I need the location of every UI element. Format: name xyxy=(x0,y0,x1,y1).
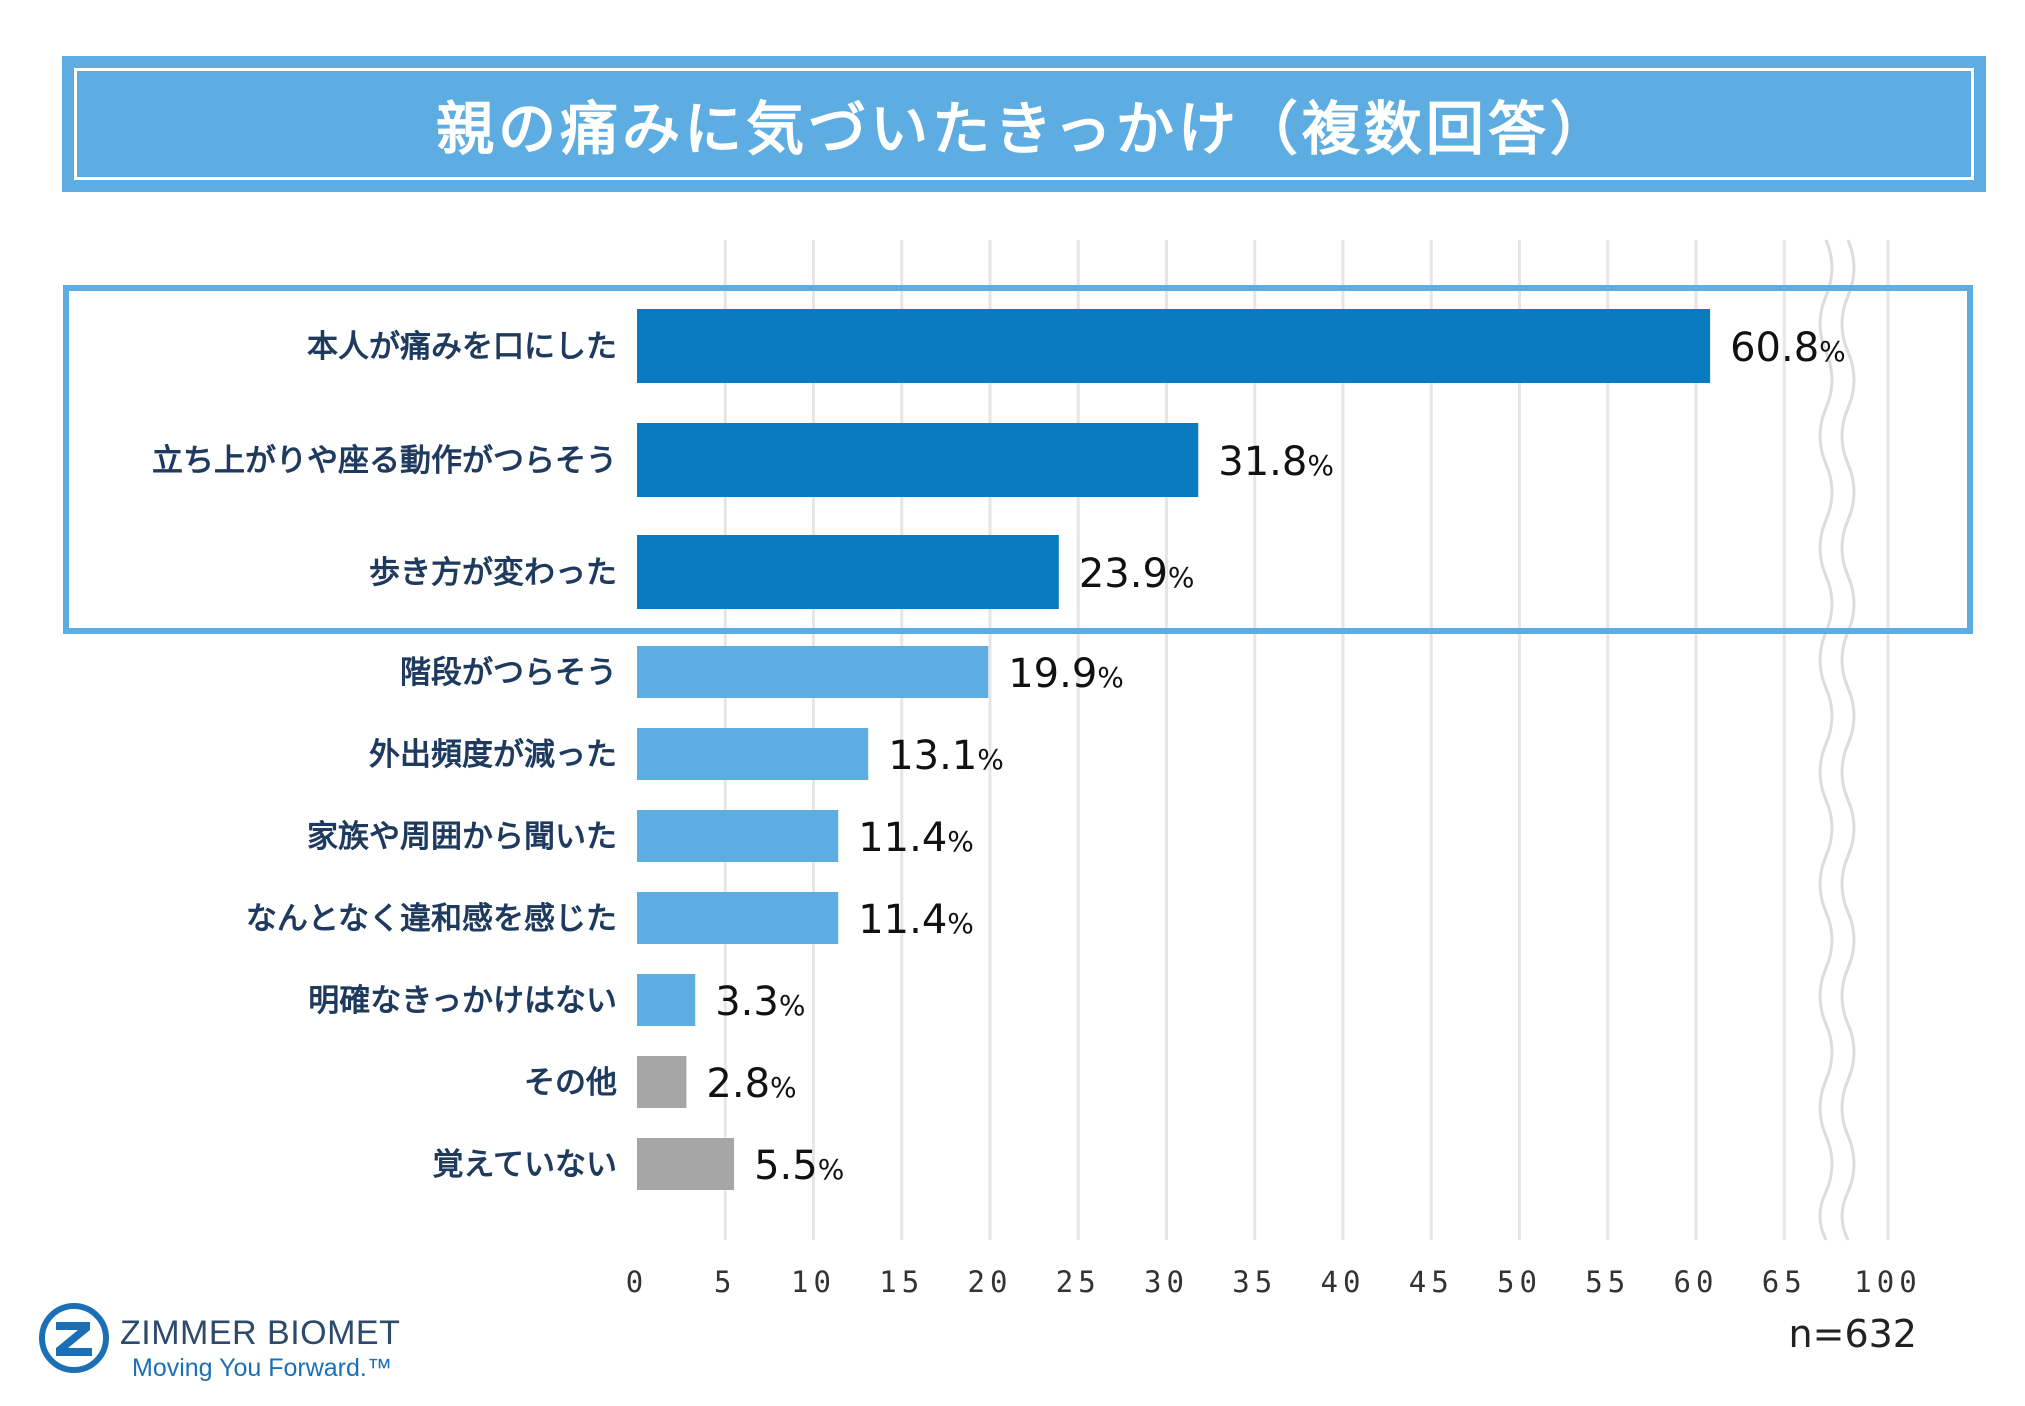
x-tick-50: 50 xyxy=(1497,1265,1542,1299)
value-label-9: 5.5% xyxy=(754,1143,844,1189)
value-unit-6: % xyxy=(947,907,974,940)
chart-title: 親の痛みに気づいたきっかけ（複数回答） xyxy=(436,95,1612,163)
category-label-6: なんとなく違和感を感じた xyxy=(246,901,617,937)
category-label-2: 歩き方が変わった xyxy=(369,555,617,591)
value-label-8: 2.8% xyxy=(706,1061,796,1107)
category-label-9: 覚えていない xyxy=(433,1147,617,1183)
bar-2 xyxy=(637,535,1059,609)
x-tick-20: 20 xyxy=(968,1265,1013,1299)
brand-name: ZIMMER BIOMET xyxy=(120,1314,401,1352)
x-tick-55: 55 xyxy=(1585,1265,1630,1299)
category-label-7: 明確なきっかけはない xyxy=(308,983,617,1019)
x-tick-10: 10 xyxy=(791,1265,836,1299)
value-unit-8: % xyxy=(770,1071,797,1104)
bar-7 xyxy=(637,974,696,1026)
x-tick-65: 65 xyxy=(1762,1265,1807,1299)
value-unit-4: % xyxy=(977,743,1004,776)
value-unit-0: % xyxy=(1819,335,1846,368)
value-unit-5: % xyxy=(947,825,974,858)
category-label-4: 外出頻度が減った xyxy=(369,737,617,773)
bar-8 xyxy=(637,1056,687,1108)
bar-1 xyxy=(637,423,1199,497)
x-tick-0: 0 xyxy=(626,1265,648,1299)
bar-6 xyxy=(637,892,839,944)
value-label-3: 19.9% xyxy=(1008,651,1124,697)
value-unit-3: % xyxy=(1097,661,1124,694)
bar-9 xyxy=(637,1138,735,1190)
brand-logo: ZIMMER BIOMET Moving You Forward.™ xyxy=(38,1300,418,1390)
category-label-0: 本人が痛みを口にした xyxy=(307,329,617,365)
category-label-1: 立ち上がりや座る動作がつらそう xyxy=(152,443,617,479)
x-tick-30: 30 xyxy=(1144,1265,1189,1299)
bar-0 xyxy=(637,309,1711,383)
value-label-6: 11.4% xyxy=(858,897,974,943)
x-tick-25: 25 xyxy=(1056,1265,1101,1299)
highlight-frame xyxy=(63,285,1973,634)
value-unit-7: % xyxy=(779,989,806,1022)
x-tick-40: 40 xyxy=(1321,1265,1366,1299)
axis-break-line-left xyxy=(1818,239,1834,1241)
sample-size: n=632 xyxy=(1788,1312,1917,1356)
value-label-5: 11.4% xyxy=(858,815,974,861)
value-label-1: 31.8% xyxy=(1218,439,1334,485)
axis-break-line-right xyxy=(1840,239,1856,1241)
category-label-3: 階段がつらそう xyxy=(400,655,617,691)
x-tick-15: 15 xyxy=(879,1265,924,1299)
title-banner: 親の痛みに気づいたきっかけ（複数回答） xyxy=(62,56,1986,192)
title-frame: 親の痛みに気づいたきっかけ（複数回答） xyxy=(74,68,1974,180)
x-tick-35: 35 xyxy=(1232,1265,1277,1299)
value-label-4: 13.1% xyxy=(888,733,1004,779)
x-tick-5: 5 xyxy=(714,1265,736,1299)
bar-5 xyxy=(637,810,839,862)
x-tick-100: 100 xyxy=(1854,1265,1921,1299)
value-unit-9: % xyxy=(818,1153,845,1186)
value-label-0: 60.8% xyxy=(1730,325,1846,371)
bar-3 xyxy=(637,646,989,698)
x-tick-60: 60 xyxy=(1674,1265,1719,1299)
bar-4 xyxy=(637,728,869,780)
category-label-8: その他 xyxy=(524,1065,617,1101)
category-label-5: 家族や周囲から聞いた xyxy=(307,819,617,855)
brand-tagline: Moving You Forward.™ xyxy=(132,1354,392,1382)
zimmer-biomet-logo-icon xyxy=(39,1303,109,1373)
x-tick-45: 45 xyxy=(1409,1265,1454,1299)
value-label-2: 23.9% xyxy=(1079,551,1195,597)
value-label-7: 3.3% xyxy=(715,979,805,1025)
value-unit-1: % xyxy=(1307,449,1334,482)
value-unit-2: % xyxy=(1168,561,1195,594)
